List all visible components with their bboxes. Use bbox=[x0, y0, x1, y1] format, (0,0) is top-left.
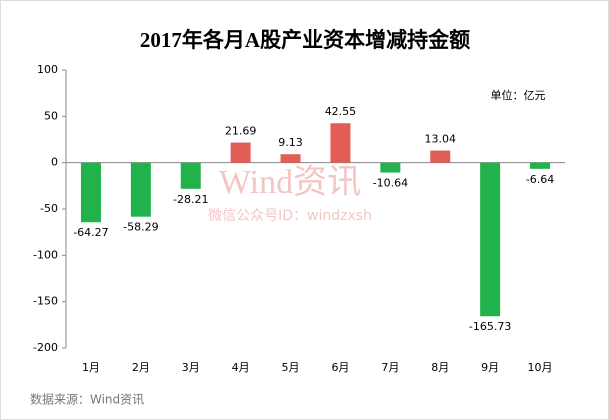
value-label: 21.69 bbox=[225, 125, 257, 138]
bar bbox=[280, 154, 301, 163]
bar bbox=[230, 142, 251, 163]
x-tick-label: 7月 bbox=[381, 361, 399, 374]
value-label: -165.73 bbox=[469, 320, 511, 333]
bar bbox=[80, 162, 101, 223]
bar bbox=[380, 162, 401, 173]
bar bbox=[180, 162, 201, 189]
chart-title: 2017年各月A股产业资本增减持金额 bbox=[140, 28, 470, 52]
value-label: -10.64 bbox=[373, 177, 408, 190]
x-tick-label: 4月 bbox=[232, 361, 250, 374]
value-label: -64.27 bbox=[73, 226, 108, 239]
bar bbox=[530, 162, 551, 169]
value-label: 42.55 bbox=[325, 105, 357, 118]
y-tick-label: -50 bbox=[40, 202, 58, 215]
source: 数据来源：Wind资讯 bbox=[30, 392, 144, 407]
bar bbox=[330, 123, 351, 163]
bar bbox=[480, 162, 501, 317]
x-tick-label: 6月 bbox=[331, 361, 349, 374]
value-label: 13.04 bbox=[425, 133, 457, 146]
y-tick-label: -100 bbox=[33, 248, 58, 261]
value-label: -6.64 bbox=[526, 173, 554, 186]
bar bbox=[130, 162, 151, 217]
x-tick-label: 9月 bbox=[481, 361, 499, 374]
bar bbox=[430, 150, 451, 163]
x-tick-label: 5月 bbox=[282, 361, 300, 374]
y-tick-label: -150 bbox=[33, 295, 58, 308]
value-label: -28.21 bbox=[173, 193, 208, 206]
y-tick-label: -200 bbox=[33, 341, 58, 354]
watermark: 微信公众号ID：windzxsh bbox=[208, 208, 372, 224]
x-tick-label: 1月 bbox=[82, 361, 100, 374]
x-tick-label: 10月 bbox=[528, 361, 553, 374]
x-tick-label: 2月 bbox=[132, 361, 150, 374]
y-tick-label: 50 bbox=[44, 109, 58, 122]
value-label: 9.13 bbox=[278, 136, 303, 149]
x-tick-label: 8月 bbox=[431, 361, 449, 374]
y-tick-label: 100 bbox=[37, 63, 58, 76]
y-tick-label: 0 bbox=[51, 156, 58, 169]
watermark: Wind资讯 bbox=[219, 164, 361, 201]
value-label: -58.29 bbox=[123, 221, 158, 234]
x-tick-label: 3月 bbox=[182, 361, 200, 374]
unit-label: 单位：亿元 bbox=[491, 88, 546, 102]
